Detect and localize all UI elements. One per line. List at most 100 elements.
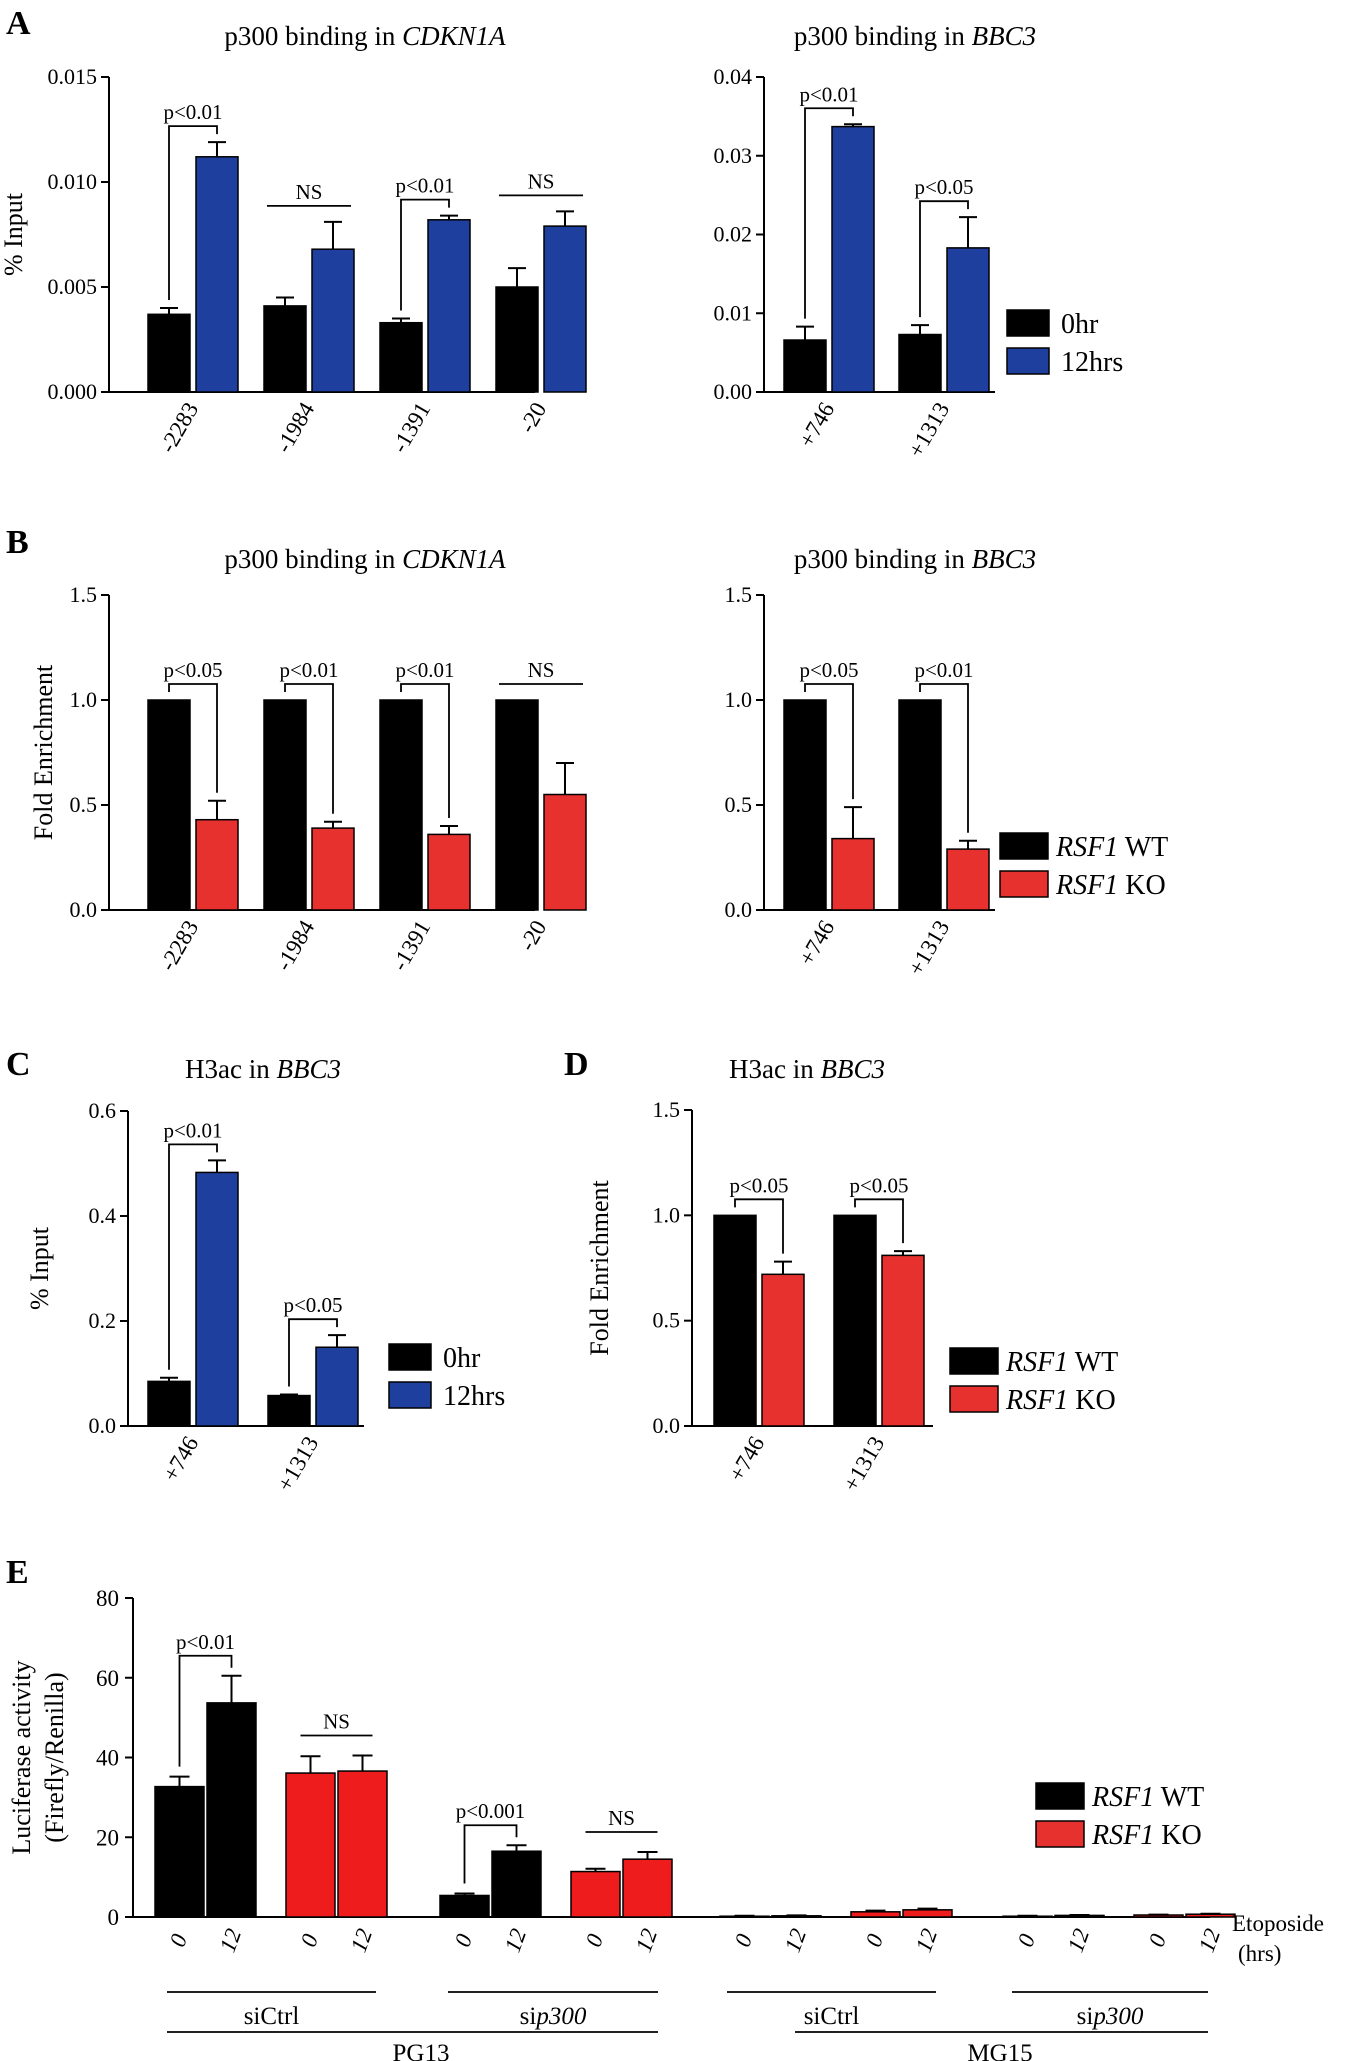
y-tick-label: 0.6: [89, 1098, 117, 1123]
significance-label: p<0.05: [163, 658, 222, 682]
bar-rsf1-ko: [831, 837, 875, 911]
y-axis-label-line1: Luciferase activity: [7, 1660, 36, 1854]
x-tick-label: +746: [794, 398, 839, 452]
bar-rsf1-wt: [439, 1894, 490, 1918]
bar-0hr: [267, 1394, 311, 1427]
bar-12hrs: [543, 225, 587, 393]
x-tick-label: -2283: [155, 916, 203, 975]
panel-letter-b: B: [6, 524, 29, 561]
panel-letter-a: A: [6, 5, 31, 42]
legend-label: RSF1 WT: [1055, 832, 1168, 863]
significance-label: p<0.01: [176, 1630, 235, 1654]
y-tick-label: 0.4: [89, 1203, 117, 1228]
y-tick-label: 20: [96, 1825, 119, 1850]
x-tick-label: +746: [158, 1432, 203, 1486]
y-tick-label: 0.5: [653, 1308, 681, 1333]
bar-12hrs: [427, 219, 471, 393]
y-tick-label: 0.03: [714, 143, 753, 168]
y-axis-label: % Input: [0, 192, 28, 276]
legend-time-c: 0hr 12hrs: [388, 1343, 505, 1412]
chart-title: p300 binding in CDKN1A: [224, 21, 506, 51]
bar-12hrs: [195, 1171, 239, 1427]
significance-bracket: [400, 683, 450, 818]
x-tick-label: +746: [724, 1432, 769, 1486]
bar-0hr: [898, 333, 942, 393]
bar-0hr: [263, 305, 307, 393]
bar-rsf1-wt: [206, 1702, 257, 1918]
bar-rsf1-ko: [946, 848, 990, 911]
panel-letter-e: E: [6, 1554, 29, 1591]
etoposide-time-label: 12: [631, 1925, 662, 1955]
bar-0hr: [495, 286, 539, 393]
bar-rsf1-ko: [195, 818, 239, 911]
reporter-group-label: MG15: [967, 2040, 1032, 2061]
significance-bracket: [288, 1318, 338, 1387]
significance-label: NS: [528, 658, 555, 682]
significance-label: p<0.05: [849, 1173, 908, 1197]
significance-bracket: [919, 683, 969, 833]
bar-0hr: [147, 1380, 191, 1427]
y-tick-label: 80: [96, 1586, 119, 1611]
chart-b-cdkn1a: p300 binding in CDKN1A Fold Enrichment 0.0…: [29, 544, 587, 975]
bar-rsf1-ko: [427, 833, 471, 911]
y-tick-label: 0.0: [89, 1413, 117, 1438]
legend-swatch: [388, 1343, 432, 1371]
x-tick-label: +1313: [272, 1432, 323, 1496]
bar-12hrs: [315, 1346, 359, 1427]
legend-swatch: [1006, 347, 1050, 375]
legend-swatch: [949, 1347, 999, 1375]
y-tick-label: 1.5: [70, 582, 98, 607]
etoposide-unit-label: (hrs): [1238, 1941, 1281, 1966]
legend-genotype-b: RSF1 WT RSF1 KO: [999, 832, 1168, 901]
y-axis-label-line2: (Firefly/Renilla): [40, 1672, 69, 1842]
bar-0hr: [147, 313, 191, 393]
y-tick-label: 1.0: [70, 687, 98, 712]
reporter-group-label: PG13: [393, 2040, 450, 2061]
x-tick-label: -2283: [155, 398, 203, 457]
significance-label: p<0.05: [914, 175, 973, 199]
chart-title: H3ac in BBC3: [185, 1054, 341, 1084]
legend-label: RSF1 KO: [1091, 1820, 1202, 1851]
bar-rsf1-ko: [285, 1772, 336, 1918]
chart-title: p300 binding in BBC3: [794, 544, 1036, 574]
etoposide-time-label: 0: [581, 1930, 609, 1950]
etoposide-time-label: 0: [165, 1930, 193, 1950]
significance-bracket: [854, 1198, 904, 1244]
bar-rsf1-wt: [379, 699, 423, 911]
chart-title: p300 binding in CDKN1A: [224, 544, 506, 574]
sirna-group-label: sip300: [1077, 2003, 1144, 2030]
etoposide-time-label: 12: [911, 1925, 942, 1955]
bar-rsf1-wt: [833, 1214, 877, 1427]
legend-swatch: [1035, 1820, 1085, 1848]
significance-bracket: [168, 125, 218, 300]
legend-genotype-d: RSF1 WT RSF1 KO: [949, 1347, 1118, 1416]
bar-12hrs: [831, 125, 875, 393]
y-tick-label: 0.010: [48, 169, 98, 194]
significance-bracket: [804, 683, 854, 800]
y-tick-label: 0.5: [70, 792, 98, 817]
bar-rsf1-ko: [850, 1911, 901, 1918]
bar-rsf1-wt: [898, 699, 942, 911]
bar-rsf1-wt: [154, 1785, 205, 1918]
etoposide-time-label: 0: [730, 1930, 758, 1950]
y-axis-label: % Input: [25, 1226, 54, 1310]
y-tick-label: 0.0: [653, 1413, 681, 1438]
legend-label: 0hr: [443, 1343, 481, 1374]
significance-label: p<0.01: [914, 658, 973, 682]
x-tick-label: +1313: [838, 1432, 889, 1496]
significance-label: p<0.01: [395, 174, 454, 198]
y-tick-label: 1.5: [653, 1097, 681, 1122]
legend-swatch: [999, 870, 1049, 898]
legend-label: RSF1 WT: [1091, 1782, 1204, 1813]
bar-rsf1-wt: [491, 1850, 542, 1918]
chart-a-cdkn1a: p300 binding in CDKN1A % Input 0.000 0.005 0…: [0, 21, 587, 457]
etoposide-label: Etoposide: [1232, 1911, 1324, 1936]
bar-rsf1-ko: [337, 1770, 388, 1918]
y-tick-label: 0.2: [89, 1308, 117, 1333]
bar-12hrs: [195, 156, 239, 393]
y-tick-label: 0.01: [714, 300, 753, 325]
legend-swatch: [999, 832, 1049, 860]
significance-bracket: [734, 1198, 784, 1254]
etoposide-time-label: 0: [296, 1930, 324, 1950]
legend-label: 12hrs: [443, 1381, 505, 1412]
